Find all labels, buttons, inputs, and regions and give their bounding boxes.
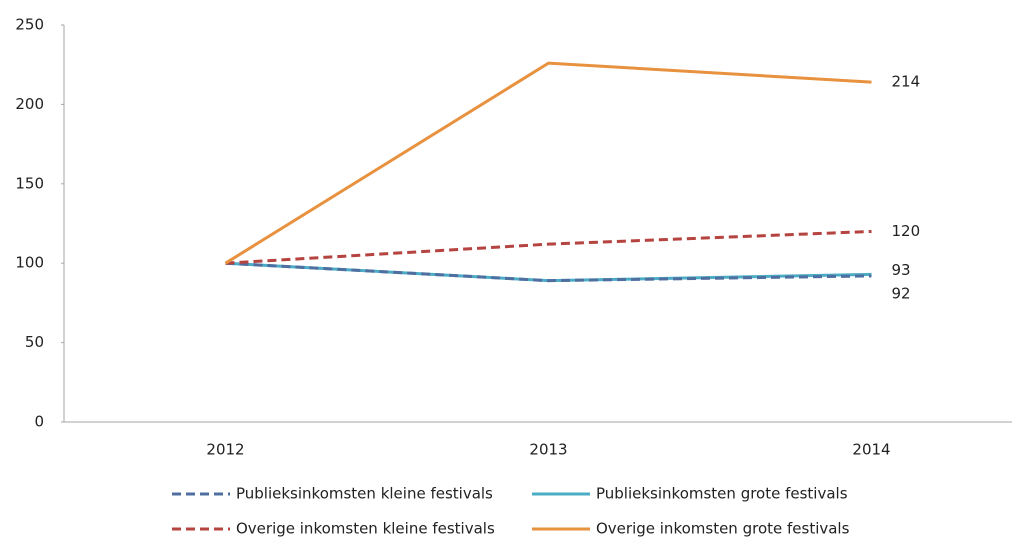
data-label: 93	[892, 261, 911, 279]
series-line	[225, 229, 872, 265]
y-tick-label: 50	[25, 333, 44, 351]
legend-label: Overige inkomsten grote festivals	[596, 520, 850, 538]
series-line	[225, 261, 872, 283]
data-label: 92	[892, 284, 911, 302]
legend-label: Publieksinkomsten kleine festivals	[236, 485, 493, 503]
legend-label: Publieksinkomsten grote festivals	[596, 485, 848, 503]
data-label: 214	[892, 73, 921, 91]
y-tick-label: 200	[15, 95, 44, 113]
x-tick-label: 2013	[529, 441, 567, 459]
legend-label: Overige inkomsten kleine festivals	[236, 520, 495, 538]
x-tick-label: 2012	[206, 441, 244, 459]
data-label: 120	[892, 222, 921, 240]
y-tick-label: 0	[34, 413, 44, 431]
series-line	[224, 61, 872, 265]
y-tick-label: 250	[15, 16, 44, 34]
x-tick-label: 2014	[852, 441, 890, 459]
y-tick-label: 100	[15, 254, 44, 272]
y-tick-label: 150	[15, 174, 44, 192]
